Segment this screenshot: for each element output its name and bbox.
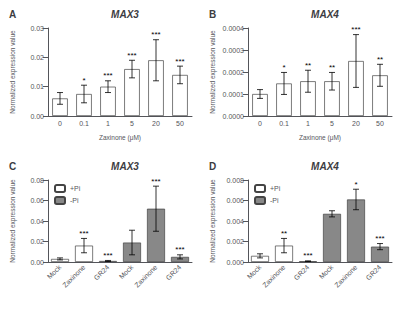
svg-text:*: * [82, 76, 85, 85]
svg-text:***: *** [303, 251, 312, 260]
svg-text:Zaxinone: Zaxinone [61, 263, 86, 288]
svg-text:*: * [354, 180, 357, 189]
svg-text:-Pi: -Pi [70, 197, 79, 204]
svg-text:0.0004: 0.0004 [223, 25, 245, 32]
svg-text:Mock: Mock [118, 263, 135, 280]
svg-text:Normalized expression value: Normalized expression value [9, 179, 17, 263]
svg-text:0.000: 0.000 [226, 259, 244, 266]
svg-text:Zaxinone (μM): Zaxinone (μM) [299, 134, 341, 142]
svg-text:***: *** [79, 229, 88, 238]
svg-text:Zaxinone (μM): Zaxinone (μM) [99, 134, 141, 142]
svg-text:**: ** [329, 63, 335, 72]
svg-text:Normalized expression value: Normalized expression value [209, 179, 217, 263]
svg-text:0.02: 0.02 [30, 238, 44, 245]
svg-text:0.004: 0.004 [226, 218, 244, 225]
svg-text:***: *** [175, 57, 184, 66]
svg-text:*: * [282, 63, 285, 72]
svg-text:50: 50 [176, 120, 184, 127]
svg-text:***: *** [103, 71, 112, 80]
svg-text:GR24: GR24 [165, 263, 183, 281]
svg-text:0.01: 0.01 [30, 83, 44, 90]
svg-text:0: 0 [258, 120, 262, 127]
svg-text:GR24: GR24 [365, 263, 383, 281]
svg-text:0.006: 0.006 [226, 197, 244, 204]
svg-text:GR24: GR24 [293, 263, 311, 281]
svg-text:Mock: Mock [46, 263, 63, 280]
svg-text:-Pi: -Pi [270, 197, 279, 204]
svg-text:5: 5 [130, 120, 134, 127]
svg-text:MAX3: MAX3 [111, 161, 139, 172]
svg-text:**: ** [281, 229, 287, 238]
svg-text:0.0003: 0.0003 [223, 47, 245, 54]
svg-text:A: A [9, 9, 16, 20]
svg-text:+Pi: +Pi [70, 185, 81, 192]
svg-text:C: C [9, 161, 16, 172]
svg-text:0.0002: 0.0002 [223, 69, 245, 76]
svg-text:20: 20 [352, 120, 360, 127]
svg-text:Normalized expression value: Normalized expression value [9, 30, 17, 114]
svg-text:0.02: 0.02 [30, 54, 44, 61]
svg-text:1: 1 [306, 120, 310, 127]
svg-text:20: 20 [152, 120, 160, 127]
svg-text:***: *** [103, 251, 112, 260]
svg-text:MAX3: MAX3 [111, 9, 139, 20]
svg-text:0.04: 0.04 [30, 218, 44, 225]
svg-text:0.0001: 0.0001 [223, 91, 245, 98]
svg-text:50: 50 [376, 120, 384, 127]
svg-text:***: *** [151, 177, 160, 186]
svg-text:GR24: GR24 [93, 263, 111, 281]
svg-text:+Pi: +Pi [270, 185, 281, 192]
svg-text:Mock: Mock [318, 263, 335, 280]
svg-text:5: 5 [330, 120, 334, 127]
svg-text:0.00: 0.00 [30, 113, 44, 120]
svg-text:***: *** [151, 30, 160, 39]
svg-text:***: *** [375, 234, 384, 243]
svg-text:**: ** [377, 55, 383, 64]
svg-text:***: *** [175, 245, 184, 254]
svg-text:Normalized expression value: Normalized expression value [209, 30, 217, 114]
svg-text:1: 1 [106, 120, 110, 127]
svg-text:0: 0 [58, 120, 62, 127]
svg-text:0.08: 0.08 [30, 177, 44, 184]
svg-text:Zaxinone: Zaxinone [333, 263, 358, 288]
svg-text:MAX4: MAX4 [311, 161, 339, 172]
svg-text:B: B [209, 9, 216, 20]
svg-text:0.1: 0.1 [279, 120, 289, 127]
svg-text:0.06: 0.06 [30, 197, 44, 204]
svg-text:0.002: 0.002 [226, 238, 244, 245]
svg-text:0.03: 0.03 [30, 25, 44, 32]
svg-text:MAX4: MAX4 [311, 9, 339, 20]
svg-text:0.008: 0.008 [226, 177, 244, 184]
svg-text:Zaxinone: Zaxinone [133, 263, 158, 288]
svg-text:***: *** [127, 51, 136, 60]
svg-text:0.0000: 0.0000 [223, 113, 245, 120]
svg-text:**: ** [305, 61, 311, 70]
svg-text:***: *** [351, 25, 360, 34]
svg-text:0.00: 0.00 [30, 259, 44, 266]
svg-text:Mock: Mock [246, 263, 263, 280]
svg-text:Zaxinone: Zaxinone [261, 263, 286, 288]
svg-text:D: D [209, 161, 216, 172]
svg-text:0.1: 0.1 [79, 120, 89, 127]
